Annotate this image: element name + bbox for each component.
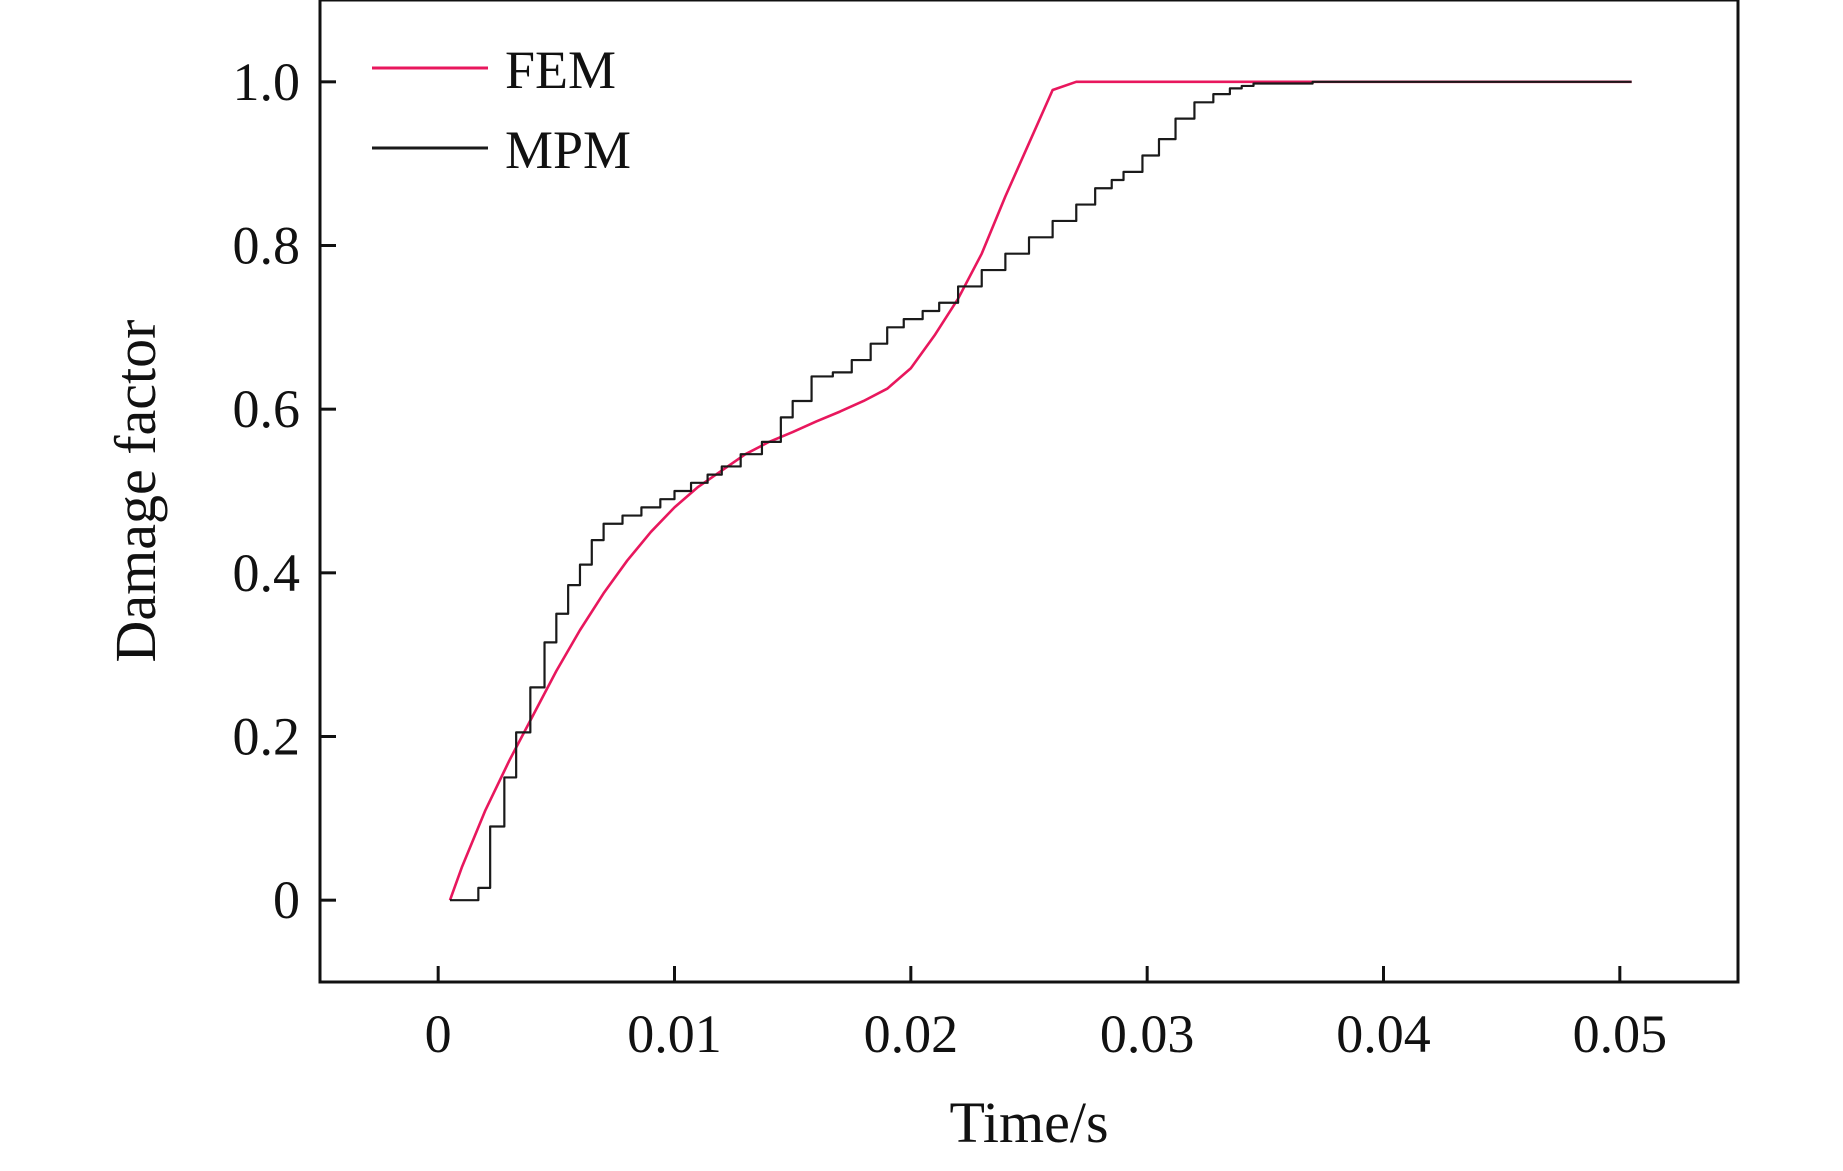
x-tick-label: 0 [425, 1004, 452, 1064]
axes-layer: 0 0.01 0.02 0.03 0.04 0.05 0 0.2 0.4 0.6 0.8 1.0 Tim… [103, 0, 1740, 1155]
legend: FEM MPM [372, 40, 631, 180]
plot-layer [448, 80, 1632, 902]
x-tick-label: 0.02 [864, 1004, 959, 1064]
y-tick-label: 0.6 [233, 379, 301, 439]
x-tick-label: 0.03 [1100, 1004, 1195, 1064]
y-tick-label: 1.0 [233, 52, 301, 112]
y-axis-label: Damage factor [103, 320, 168, 663]
x-tick-label: 0.01 [627, 1004, 722, 1064]
legend-label-fem: FEM [505, 40, 616, 100]
plot-frame [318, 0, 1740, 984]
x-axis-label: Time/s [949, 1090, 1108, 1155]
y-tick-label: 0.4 [233, 543, 301, 603]
legend-label-mpm: MPM [505, 120, 631, 180]
x-tick-label: 0.05 [1573, 1004, 1668, 1064]
series-line-fem [448, 80, 1632, 901]
series-line-mpm [449, 80, 1632, 902]
y-tick-label: 0.2 [233, 707, 301, 767]
x-tick-label: 0.04 [1336, 1004, 1431, 1064]
y-tick-label: 0 [273, 870, 300, 930]
y-tick-label: 0.8 [233, 216, 301, 276]
